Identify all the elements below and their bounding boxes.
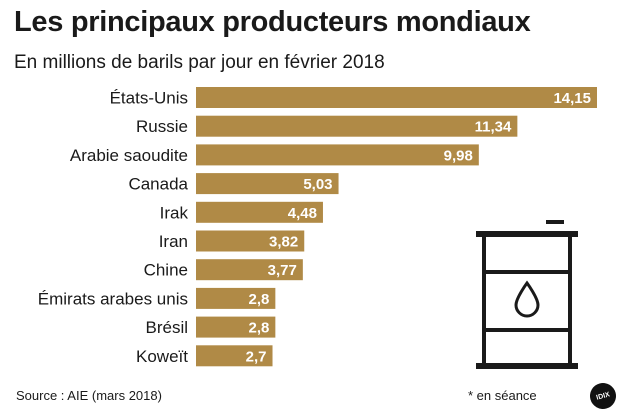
bar bbox=[196, 230, 305, 252]
bar-value-label: 2,8 bbox=[248, 320, 269, 337]
bar bbox=[196, 144, 479, 166]
category-label: Canada bbox=[128, 175, 188, 194]
bar bbox=[196, 287, 276, 309]
bar bbox=[196, 115, 518, 137]
category-label: Russie bbox=[136, 117, 188, 136]
category-label: Émirats arabes unis bbox=[38, 289, 188, 308]
bar bbox=[196, 259, 303, 281]
oil-barrel-icon bbox=[476, 220, 578, 369]
category-label: Brésil bbox=[145, 318, 188, 337]
chart-subtitle: En millions de barils par jour en févrie… bbox=[14, 52, 385, 73]
source-note: Source : AIE (mars 2018) bbox=[16, 388, 162, 403]
bar bbox=[196, 173, 339, 195]
bar bbox=[196, 316, 276, 338]
bar-value-label: 4,48 bbox=[288, 205, 317, 222]
category-label: Iran bbox=[159, 232, 188, 251]
bar-value-label: 14,15 bbox=[553, 90, 591, 107]
category-label: Koweït bbox=[136, 347, 188, 366]
bar-value-label: 5,03 bbox=[303, 176, 332, 193]
bar-value-label: 3,82 bbox=[269, 234, 298, 251]
bar bbox=[196, 345, 273, 367]
bar-value-label: 3,77 bbox=[268, 262, 297, 279]
bar-value-label: 9,98 bbox=[444, 147, 473, 164]
footnote: * en séance bbox=[468, 388, 537, 403]
bar bbox=[196, 87, 597, 108]
category-label: Irak bbox=[160, 203, 189, 222]
bar-value-label: 11,34 bbox=[475, 119, 512, 136]
category-label: États-Unis bbox=[110, 89, 188, 108]
category-label: Arabie saoudite bbox=[70, 146, 188, 165]
category-label: Chine bbox=[144, 261, 188, 280]
bar-value-label: 2,8 bbox=[248, 291, 269, 308]
bar-value-label: 2,7 bbox=[246, 348, 267, 365]
bar bbox=[196, 201, 323, 223]
chart-title: Les principaux producteurs mondiaux bbox=[14, 6, 531, 38]
